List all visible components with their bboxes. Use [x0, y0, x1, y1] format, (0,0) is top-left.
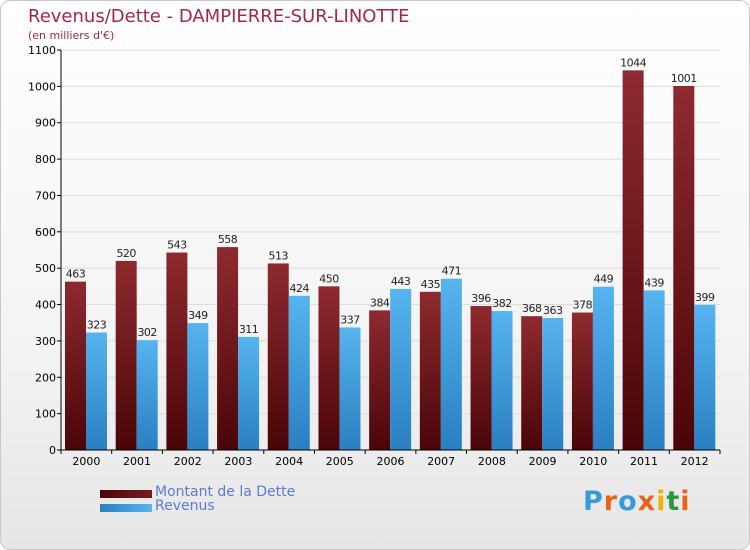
x-tick-label: 2010 [579, 455, 607, 468]
y-tick-label: 400 [35, 299, 56, 312]
x-tick-label: 2012 [681, 455, 709, 468]
logo-letter: r [603, 486, 619, 517]
bar-debt [217, 247, 239, 450]
bar-revenue [491, 311, 513, 450]
data-label-revenue: 424 [290, 282, 310, 295]
bar-revenue [440, 278, 462, 450]
y-tick-label: 300 [35, 335, 56, 348]
x-tick-label: 2009 [529, 455, 557, 468]
bar-revenue [339, 327, 361, 450]
y-tick-label: 200 [35, 371, 56, 384]
data-label-revenue: 337 [340, 313, 360, 326]
y-tick-label: 800 [35, 153, 56, 166]
logo-letter: o [618, 486, 638, 517]
chart-title: Revenus/Dette - DAMPIERRE-SUR-LINOTTE [28, 6, 410, 27]
bar-revenue [238, 336, 260, 450]
logo-letter: t [666, 486, 681, 517]
logo-letter: P [583, 486, 604, 517]
data-label-debt: 558 [218, 233, 238, 246]
data-label-revenue: 443 [391, 275, 411, 288]
data-label-debt: 384 [370, 296, 390, 309]
x-tick-label: 2005 [326, 455, 354, 468]
bar-revenue [592, 286, 614, 450]
data-label-revenue: 449 [594, 273, 614, 286]
x-tick-label: 2001 [123, 455, 151, 468]
x-tick-label: 2004 [275, 455, 303, 468]
legend-swatch-debt [100, 490, 152, 498]
bar-debt [369, 310, 391, 450]
data-label-debt: 368 [522, 302, 542, 315]
bar-debt [521, 316, 543, 450]
data-label-debt: 450 [319, 272, 339, 285]
legend-swatch-revenue [100, 504, 152, 512]
data-label-debt: 543 [167, 239, 187, 252]
bar-revenue [288, 295, 310, 450]
data-label-revenue: 471 [442, 265, 462, 278]
bar-revenue [390, 288, 412, 450]
data-label-revenue: 323 [87, 319, 107, 332]
y-tick-label: 600 [35, 226, 56, 239]
bar-revenue [86, 332, 107, 450]
data-label-revenue: 311 [239, 323, 259, 336]
data-label-revenue: 349 [188, 309, 208, 322]
data-label-debt: 463 [66, 268, 86, 281]
data-label-revenue: 382 [492, 297, 512, 310]
data-label-revenue: 399 [695, 291, 715, 304]
y-tick-label: 900 [35, 117, 56, 130]
bar-debt [65, 281, 86, 450]
bar-debt [267, 263, 289, 450]
bar-debt [115, 260, 137, 450]
legend-label-revenue: Revenus [155, 498, 215, 514]
chart-subtitle: (en milliers d'€) [28, 29, 115, 42]
data-label-revenue: 439 [644, 276, 664, 289]
bar-revenue [136, 340, 158, 450]
bar-debt [166, 252, 188, 450]
bar-debt [470, 306, 492, 450]
bar-debt [419, 291, 441, 450]
data-label-debt: 1044 [620, 56, 646, 69]
bar-revenue [643, 290, 665, 450]
data-label-revenue: 363 [543, 304, 563, 317]
data-label-debt: 378 [573, 299, 593, 312]
bar-debt [318, 286, 340, 450]
proxiti-logo: Proxiti [583, 486, 691, 517]
x-tick-label: 2000 [72, 455, 100, 468]
data-label-debt: 396 [471, 292, 491, 305]
bar-debt [673, 86, 695, 450]
logo-letter: x [637, 486, 657, 517]
logo-letter: i [680, 486, 691, 517]
bar-revenue [542, 318, 564, 450]
y-tick-label: 1100 [28, 44, 56, 57]
y-tick-label: 500 [35, 262, 56, 275]
x-tick-label: 2011 [630, 455, 658, 468]
x-tick-label: 2003 [224, 455, 252, 468]
logo-letter: i [656, 486, 667, 517]
data-label-debt: 513 [269, 249, 289, 262]
x-tick-label: 2008 [478, 455, 506, 468]
bar-debt [571, 312, 593, 450]
bar-revenue [187, 323, 209, 450]
y-tick-label: 0 [49, 444, 56, 457]
data-label-debt: 1001 [671, 72, 697, 85]
legend-label-debt: Montant de la Dette [155, 484, 296, 500]
y-tick-label: 1000 [28, 80, 56, 93]
y-tick-label: 100 [35, 408, 56, 421]
data-label-debt: 435 [421, 278, 441, 291]
bar-debt [622, 70, 644, 450]
bar-revenue [694, 304, 716, 450]
data-label-debt: 520 [116, 247, 136, 260]
x-tick-label: 2006 [377, 455, 405, 468]
data-label-revenue: 302 [137, 326, 157, 339]
y-tick-label: 700 [35, 189, 56, 202]
x-tick-label: 2007 [427, 455, 455, 468]
x-tick-label: 2002 [174, 455, 202, 468]
